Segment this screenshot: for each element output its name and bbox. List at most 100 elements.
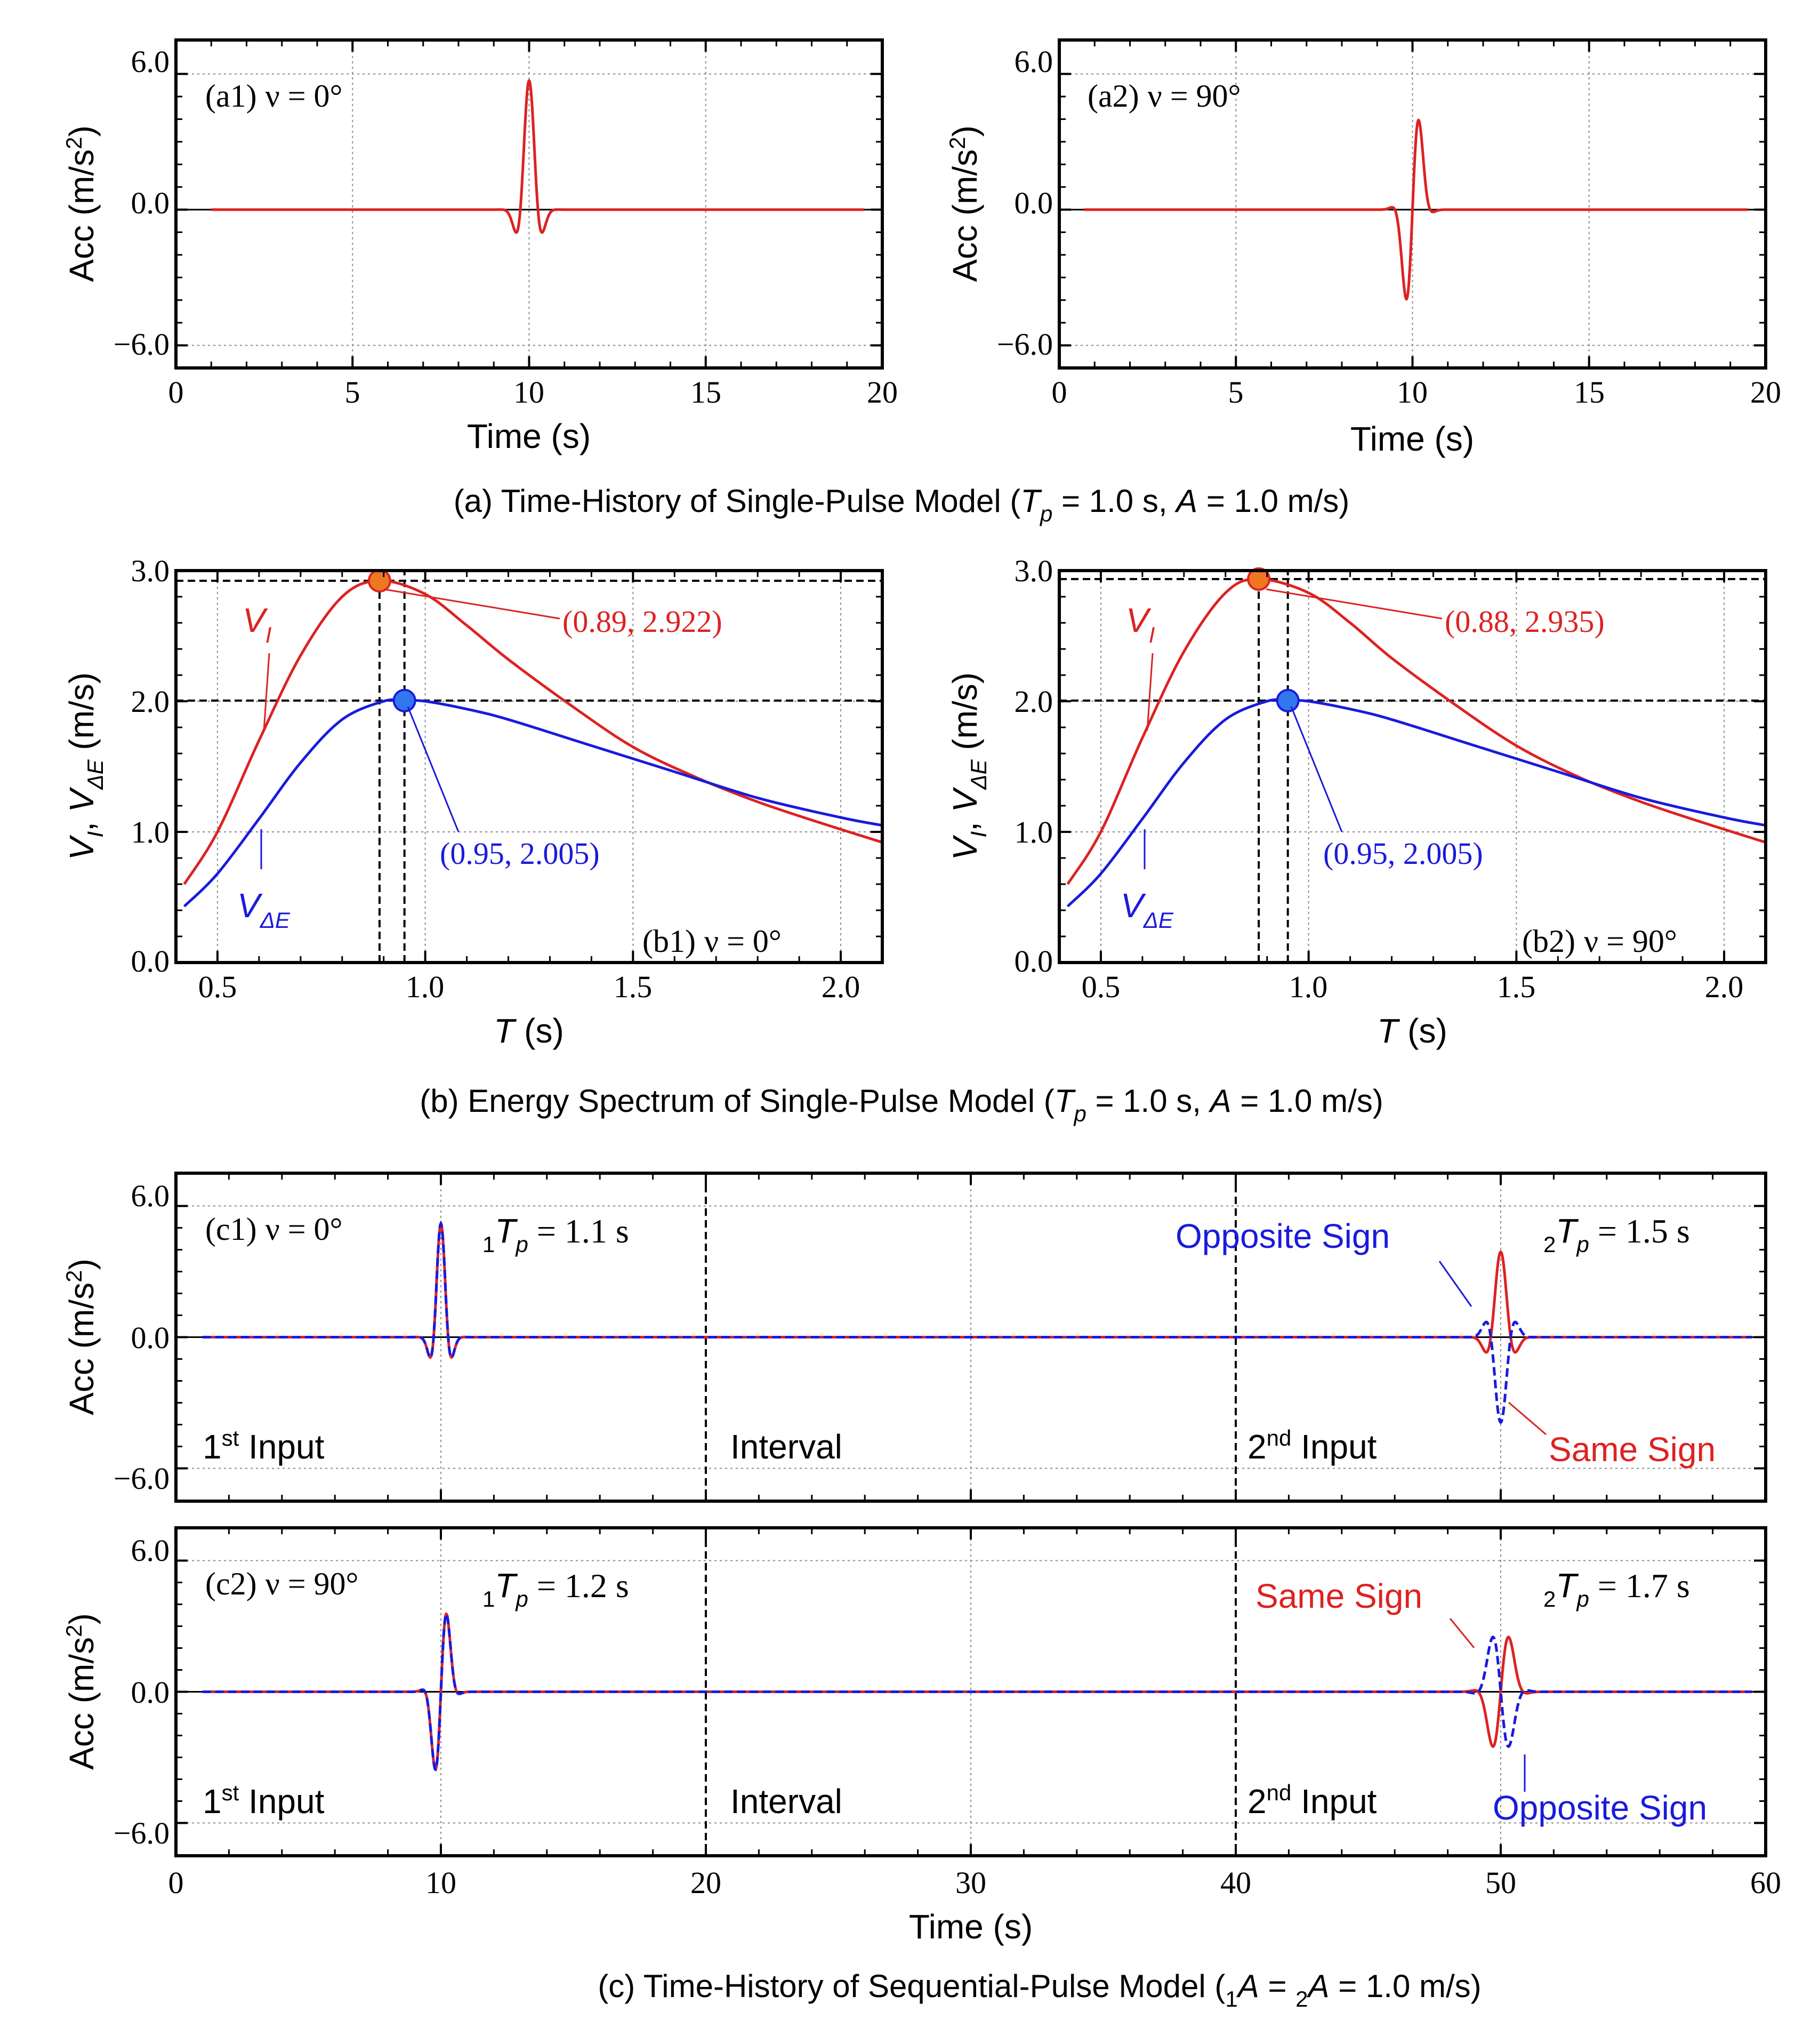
a2-xtick-10: 10 — [1397, 375, 1428, 410]
b2-peak2-label: (0.95, 2.005) — [1323, 836, 1483, 871]
c1-ylabel: Acc (m/s2) — [61, 1259, 101, 1415]
b1-ytick-2: 2.0 — [131, 684, 170, 719]
b2-peak-point-0 — [1247, 567, 1271, 591]
b2-xtick-05: 0.5 — [1082, 969, 1121, 1004]
a2-ytick-0: 0.0 — [1015, 186, 1053, 220]
c2-xlabel: Time (s) — [909, 1907, 1033, 1946]
b1-xtick-20: 2.0 — [822, 969, 860, 1004]
b2-grid — [1059, 571, 1766, 963]
b2-peak1-label: (0.88, 2.935) — [1445, 604, 1605, 639]
c1-ticks — [176, 1173, 1766, 1501]
b1-ticks — [175, 570, 883, 963]
c2-tp1: 1Tp = 1.2 s — [482, 1566, 629, 1612]
b1-xtick-15: 1.5 — [614, 969, 653, 1004]
b1-ylabel: VI, VΔE (m/s) — [62, 672, 108, 860]
b2-peak1-leader — [1266, 588, 1443, 620]
b1-grid — [176, 571, 882, 963]
a2-xlabel: Time (s) — [1350, 420, 1474, 458]
a1-series — [176, 78, 882, 234]
b2-ytick-0: 0.0 — [1015, 944, 1053, 979]
b1-vde-label: VΔE — [237, 886, 291, 933]
b1-xlabel: T (s) — [494, 1012, 564, 1050]
c2-ylabel: Acc (m/s2) — [61, 1613, 101, 1770]
b2-peak2-leader — [1290, 706, 1343, 832]
c1-ytick-0: 0.0 — [131, 1320, 170, 1355]
b2-vi-leader — [1146, 653, 1154, 731]
c2-series — [176, 1528, 1766, 1856]
c2-opposite-label: Opposite Sign — [1493, 1789, 1707, 1827]
b2-ytick-1: 1.0 — [1015, 815, 1053, 849]
c2-same-label: Same Sign — [1255, 1577, 1422, 1615]
a1-xtick-0: 0 — [168, 375, 184, 410]
a1-ytick-6: 6.0 — [131, 44, 170, 79]
c2-opposite-sign-line — [202, 1612, 1752, 1772]
b1-peak-point-1 — [392, 688, 416, 712]
c2-input1: 1st Input — [203, 1780, 325, 1821]
caption-c: (c) Time-History of Sequential-Pulse Mod… — [598, 1968, 1481, 2011]
a2-series — [1059, 118, 1766, 301]
c1-tp1: 1Tp = 1.1 s — [482, 1212, 629, 1257]
a1-xtick-15: 15 — [690, 375, 721, 410]
a2-xtick-5: 5 — [1228, 375, 1244, 410]
b1-xtick-05: 0.5 — [198, 969, 237, 1004]
a2-xtick-0: 0 — [1052, 375, 1067, 410]
b2-ylabel: VI, VΔE (m/s) — [946, 672, 991, 860]
a2-ticks — [1059, 40, 1766, 368]
c2-xtick-10: 10 — [425, 1865, 456, 1900]
b1-ytick-1: 1.0 — [131, 815, 170, 849]
c2-input2: 2nd Input — [1247, 1780, 1377, 1821]
a1-xtick-5: 5 — [345, 375, 360, 410]
a2-ytick-6: 6.0 — [1015, 44, 1053, 79]
c2-ytick-6: 6.0 — [131, 1533, 170, 1568]
b1-series — [176, 569, 883, 963]
b2-panel-label: (b2) ν = 90° — [1522, 924, 1677, 959]
b1-peak1-label: (0.89, 2.922) — [562, 604, 722, 639]
b1-xtick-10: 1.0 — [406, 969, 445, 1004]
b1-peak2-leader — [407, 706, 460, 832]
b2-xtick-15: 1.5 — [1497, 969, 1536, 1004]
b2-xtick-10: 1.0 — [1289, 969, 1328, 1004]
b2-ytick-2: 2.0 — [1015, 684, 1053, 719]
c2-xtick-20: 20 — [690, 1865, 721, 1900]
b1-peak-point-0 — [367, 569, 391, 593]
a1-xlabel: Time (s) — [467, 417, 591, 455]
c2-ytick-0: 0.0 — [131, 1675, 170, 1710]
c1-ytick-m6: −6.0 — [114, 1461, 170, 1496]
caption-a: (a) Time-History of Single-Pulse Model (… — [454, 483, 1350, 526]
panel-a1: 6.0 0.0 −6.0 0 5 10 15 20 Time (s) Acc (… — [61, 38, 898, 455]
c2-xtick-30: 30 — [955, 1865, 986, 1900]
b1-peak1-leader — [383, 588, 560, 620]
panel-b2: 3.0 2.0 1.0 0.0 0.5 1.0 1.5 2.0 T (s) VI… — [946, 554, 1767, 1050]
c2-tp2: 2Tp = 1.7 s — [1543, 1566, 1690, 1612]
a2-xtick-15: 15 — [1574, 375, 1605, 410]
c2-xtick-60: 60 — [1750, 1865, 1781, 1900]
c2-panel-label: (c2) ν = 90° — [205, 1566, 359, 1601]
a2-ytick-m6: −6.0 — [997, 327, 1053, 362]
c1-opposite-leader — [1438, 1261, 1472, 1307]
a2-xtick-20: 20 — [1750, 375, 1781, 410]
a1-xtick-20: 20 — [867, 375, 898, 410]
a2-grid — [1059, 40, 1766, 368]
caption-b: (b) Energy Spectrum of Single-Pulse Mode… — [420, 1083, 1383, 1126]
c2-same-leader — [1449, 1618, 1475, 1648]
b2-series — [1059, 567, 1766, 963]
b1-panel-label: (b1) ν = 0° — [642, 924, 782, 959]
b2-ytick-3: 3.0 — [1015, 554, 1053, 588]
b2-vde-label: VΔE — [1121, 886, 1174, 933]
c2-interval: Interval — [730, 1782, 842, 1821]
a1-ylabel: Acc (m/s2) — [61, 125, 101, 282]
b1-vi-leader — [263, 653, 270, 731]
c2-xtick-0: 0 — [168, 1865, 184, 1900]
a1-ticks — [176, 40, 882, 368]
b1-ytick-3: 3.0 — [131, 554, 170, 588]
c1-series — [176, 1173, 1766, 1501]
a1-grid — [176, 40, 882, 368]
a1-panel-label: (a1) ν = 0° — [205, 78, 343, 114]
panel-b1: 3.0 2.0 1.0 0.0 0.5 1.0 1.5 2.0 T (s) VI… — [62, 554, 884, 1050]
b2-vi-label: VI — [1126, 601, 1155, 647]
b1-frame — [174, 569, 884, 964]
a1-ytick-m6: −6.0 — [114, 327, 170, 362]
panel-c2: 6.0 0.0 −6.0 0 10 20 30 40 50 60 Time (s… — [61, 1526, 1781, 1946]
c1-panel-label: (c1) ν = 0° — [205, 1212, 343, 1247]
